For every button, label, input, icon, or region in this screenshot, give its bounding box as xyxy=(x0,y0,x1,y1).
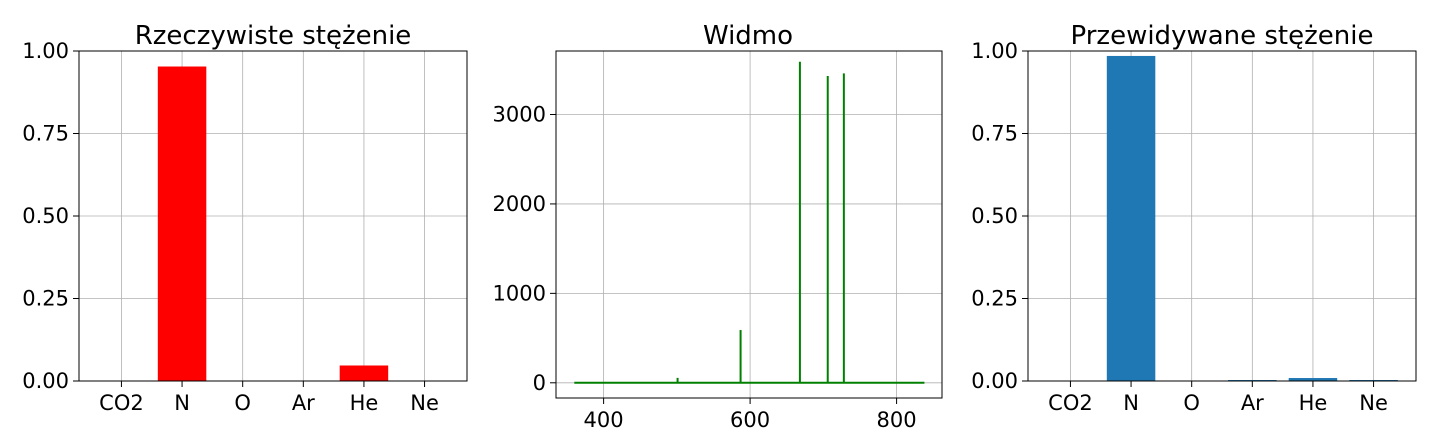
y-tick-label: 1000 xyxy=(493,281,546,305)
plot-frame xyxy=(555,50,943,399)
x-tick-label: 600 xyxy=(730,408,770,432)
x-tick-label: O xyxy=(1183,391,1200,415)
bar-he xyxy=(1288,378,1338,381)
y-tick-label: 1.00 xyxy=(971,39,1018,63)
y-tick-label: 0.50 xyxy=(22,204,69,228)
y-tick-label: 0.00 xyxy=(971,369,1018,393)
chart-spectrum: Widmo 400 600 800 0 1000 2000 3000 xyxy=(493,21,943,432)
x-tick-label: 400 xyxy=(584,408,624,432)
x-tick-label: He xyxy=(1299,391,1328,415)
x-tick-label: O xyxy=(234,391,251,415)
chart-title: Przewidywane stężenie xyxy=(1071,21,1374,51)
x-tick-label: CO2 xyxy=(1048,391,1093,415)
x-tick-label: CO2 xyxy=(99,391,144,415)
bar-n xyxy=(1106,55,1156,381)
x-tick-label: He xyxy=(350,391,379,415)
y-tick-label: 0.00 xyxy=(22,369,69,393)
x-tick-label: Ar xyxy=(1241,391,1264,415)
y-tick-label: 3000 xyxy=(493,102,546,126)
x-tick-label: Ne xyxy=(1359,391,1388,415)
chart-title: Rzeczywiste stężenie xyxy=(135,21,412,51)
y-tick-label: 0.25 xyxy=(971,287,1018,311)
bar-n xyxy=(157,66,207,381)
y-tick-label: 2000 xyxy=(493,192,546,216)
y-tick-label: 0.25 xyxy=(22,287,69,311)
chart-predicted-concentration: Przewidywane stężenie CO2 N O Ar He Ne 0.00 0.2… xyxy=(971,21,1417,415)
chart-actual-concentration: Rzeczywiste stężenie CO2 N O Ar He Ne 0.00 0.25… xyxy=(22,21,468,415)
x-tick-label: N xyxy=(174,391,190,415)
x-tick-label: 800 xyxy=(877,408,917,432)
x-tick-label: Ne xyxy=(410,391,439,415)
x-tick-label: Ar xyxy=(292,391,315,415)
y-tick-label: 0 xyxy=(533,371,546,395)
y-tick-label: 0.75 xyxy=(22,122,69,146)
y-tick-label: 0.75 xyxy=(971,122,1018,146)
y-tick-label: 1.00 xyxy=(22,39,69,63)
bar-he xyxy=(339,365,389,381)
chart-title: Widmo xyxy=(703,21,793,51)
x-tick-label: N xyxy=(1123,391,1139,415)
y-tick-label: 0.50 xyxy=(971,204,1018,228)
